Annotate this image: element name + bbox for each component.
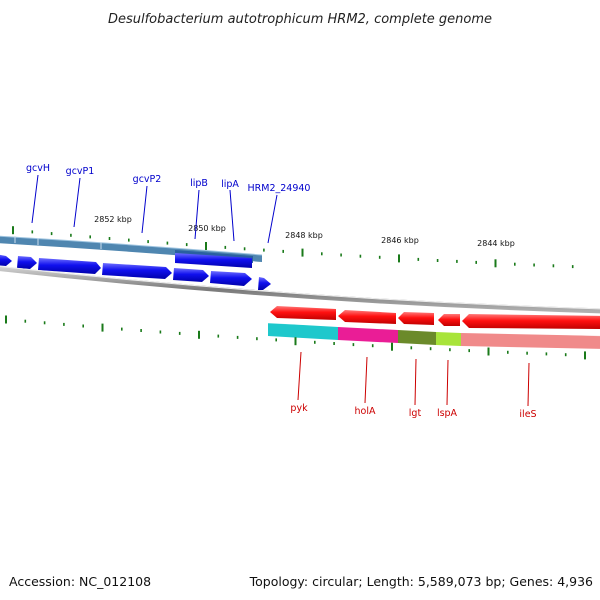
scale-label: 2844 kbp xyxy=(477,239,515,248)
scale-label: 2848 kbp xyxy=(285,231,323,240)
reverse-gene-labels: pyk holA lgt lspA ileS xyxy=(290,351,537,420)
gene-label-gcvP1[interactable]: gcvP1 xyxy=(66,166,95,177)
gene-label-pyk[interactable]: pyk xyxy=(290,403,308,414)
forward-gene-labels: gcvH gcvP1 gcvP2 lipB lipA HRM2_24940 xyxy=(26,163,311,244)
scale-ticks xyxy=(5,226,586,360)
forward-gene-arrows xyxy=(0,253,271,290)
scale-label: 2846 kbp xyxy=(381,236,419,245)
scale-label: 2852 kbp xyxy=(94,215,132,224)
gene-label-lspA[interactable]: lspA xyxy=(437,408,458,419)
gene-label-holA[interactable]: holA xyxy=(355,406,376,417)
gene-label-gcvP2[interactable]: gcvP2 xyxy=(133,174,162,185)
gene-label-lipA[interactable]: lipA xyxy=(221,179,239,190)
gene-label-lipB[interactable]: lipB xyxy=(190,178,208,189)
genome-backbone xyxy=(0,266,600,314)
gene-label-gcvH[interactable]: gcvH xyxy=(26,163,50,174)
gene-label-ileS[interactable]: ileS xyxy=(519,409,536,420)
gene-label-hrm2-24940[interactable]: HRM2_24940 xyxy=(248,183,311,194)
scale-labels: 2852 kbp 2850 kbp 2848 kbp 2846 kbp 2844… xyxy=(94,215,515,248)
genome-summary-text: Topology: circular; Length: 5,589,073 bp… xyxy=(249,574,593,589)
reverse-gene-arrows xyxy=(270,306,600,329)
scale-label: 2850 kbp xyxy=(188,224,226,233)
map-title: Desulfobacterium autotrophicum HRM2, com… xyxy=(108,12,492,27)
accession-text: Accession: NC_012108 xyxy=(9,574,151,589)
reverse-cog-track xyxy=(267,322,600,349)
gene-label-lgt[interactable]: lgt xyxy=(409,408,422,419)
